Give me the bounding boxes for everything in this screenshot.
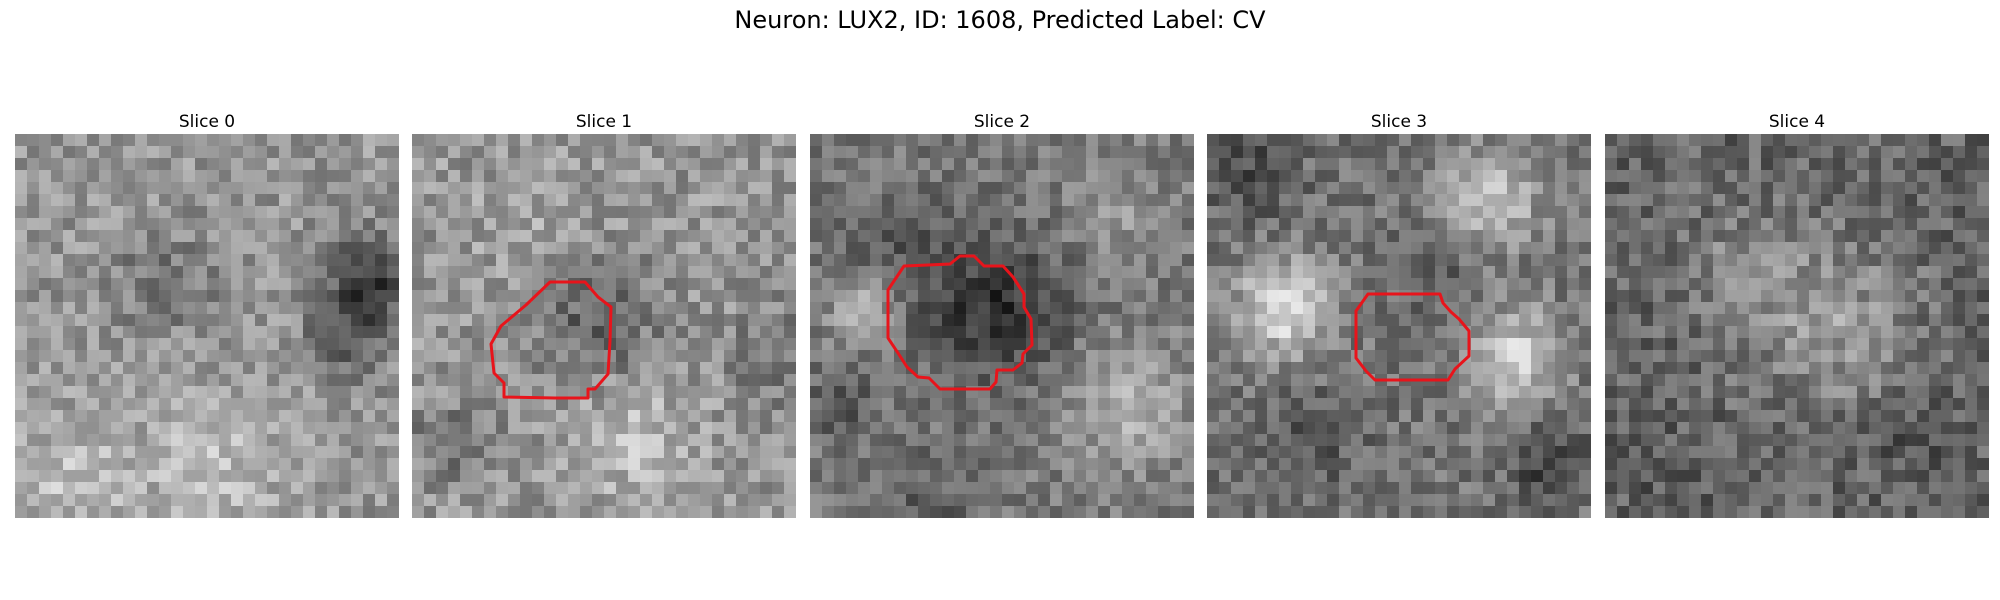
- slice-title-1: Slice 1: [575, 112, 633, 132]
- slice-panel-0: Slice 0: [15, 110, 399, 518]
- roi-contour-3: [1354, 292, 1471, 382]
- slice-title-4: Slice 4: [1768, 112, 1826, 132]
- roi-contour-2: [886, 254, 1034, 391]
- slice-title-0: Slice 0: [178, 112, 236, 132]
- slice-image-4: [1605, 134, 1989, 518]
- roi-contour-1: [489, 280, 613, 400]
- slice-title-3: Slice 3: [1370, 112, 1428, 132]
- figure-title: Neuron: LUX2, ID: 1608, Predicted Label:…: [734, 6, 1266, 34]
- slice-title-2: Slice 2: [973, 112, 1031, 132]
- slice-panel-3: Slice 3: [1207, 110, 1591, 518]
- slice-image-3: [1207, 134, 1591, 518]
- slice-panel-1: Slice 1: [412, 110, 796, 518]
- slice-panel-2: Slice 2: [810, 110, 1194, 518]
- slice-image-0: [15, 134, 399, 518]
- slice-image-1: [412, 134, 796, 518]
- slice-image-2: [810, 134, 1194, 518]
- slice-panel-4: Slice 4: [1605, 110, 1989, 518]
